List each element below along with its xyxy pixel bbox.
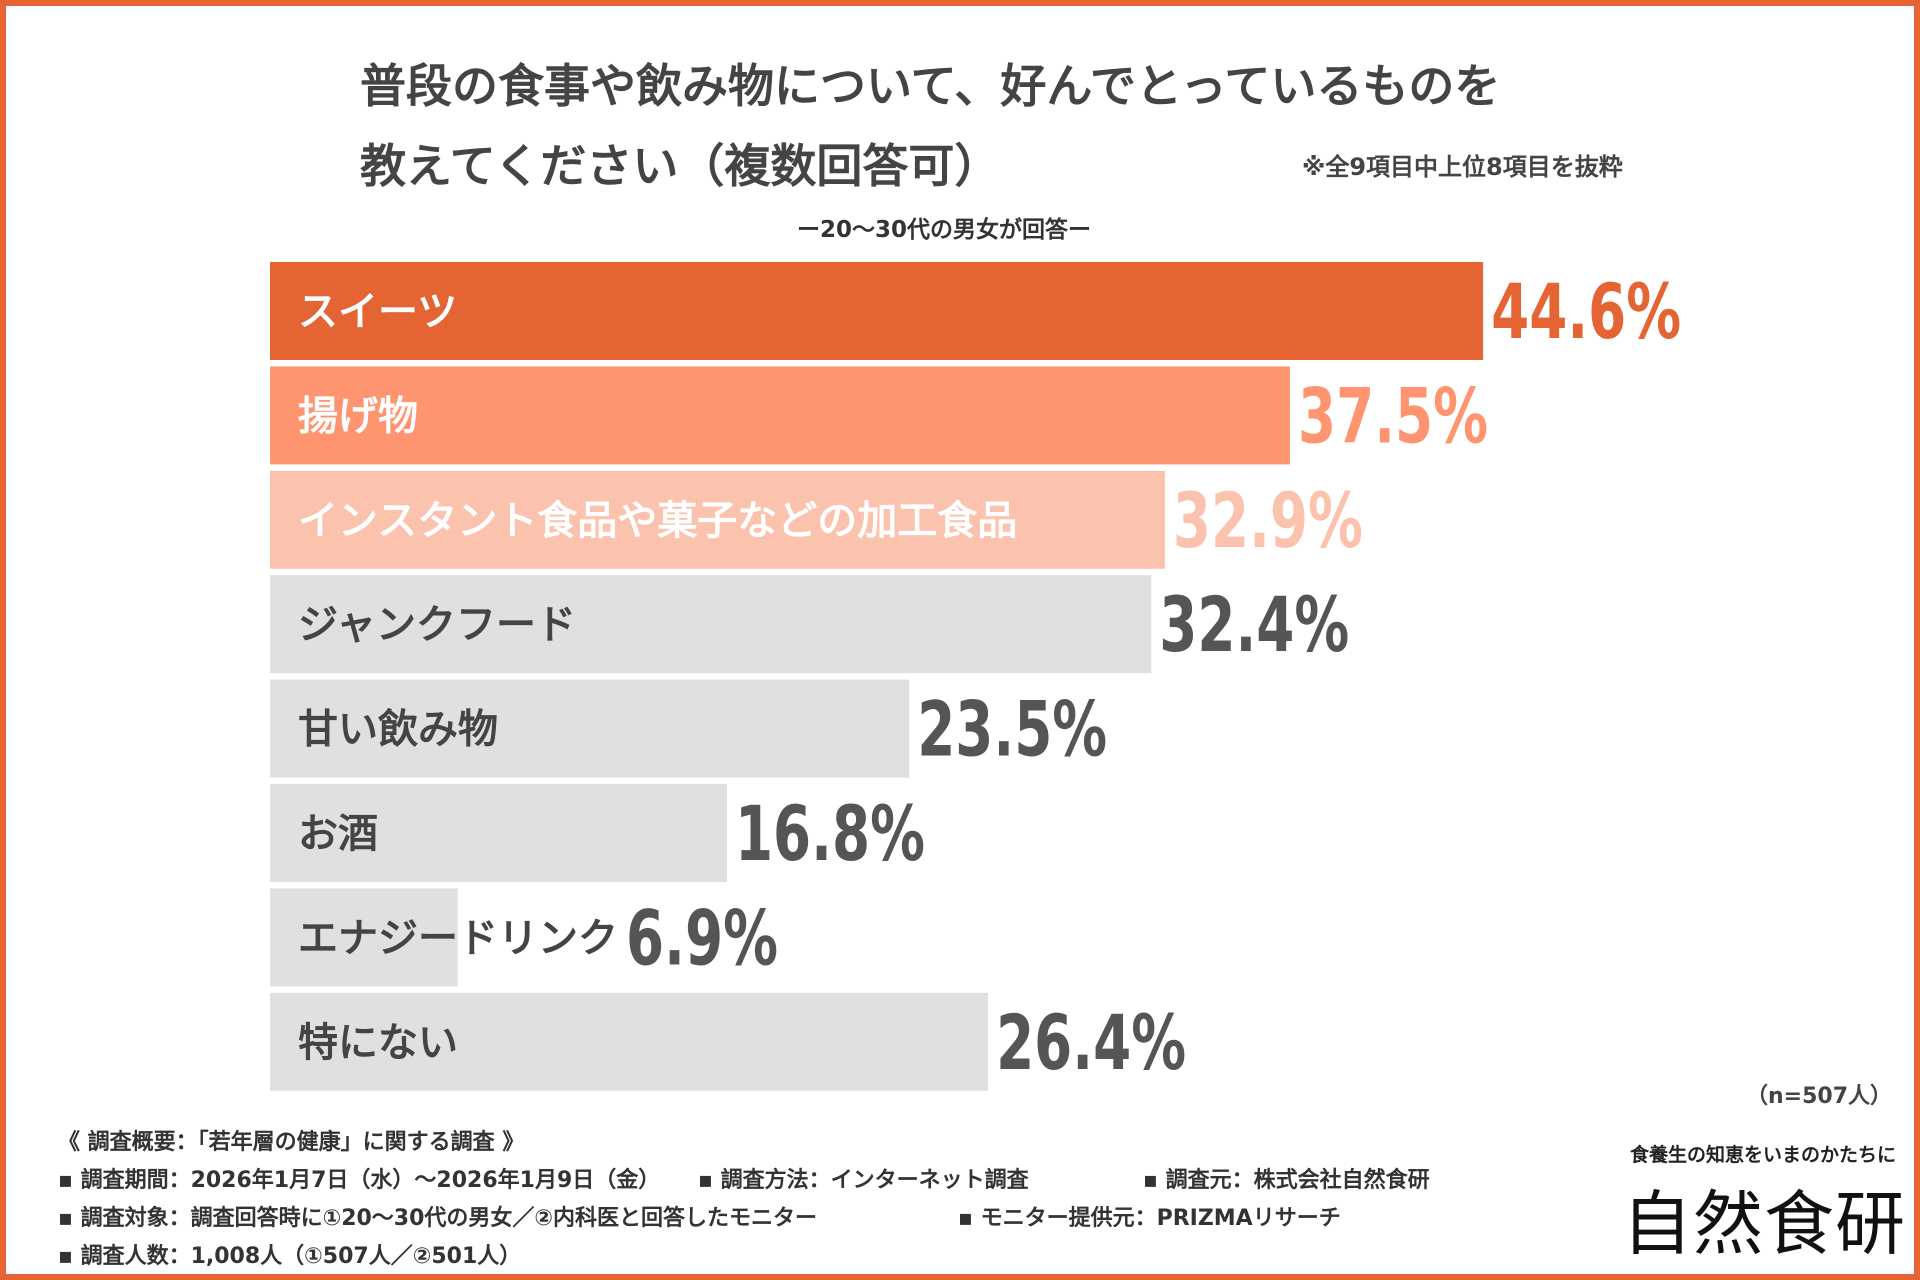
category-label-2: 揚げ物 <box>298 393 418 439</box>
chart-title-line2: 教えてください（複数回答可） <box>360 139 1001 193</box>
survey-method: ▪ 調査方法：インターネット調査 <box>698 1168 1029 1193</box>
bar-3 <box>270 470 1165 569</box>
survey-monitor: ▪ モニター提供元：PRIZMAリサーチ <box>958 1206 1341 1231</box>
sample-size-label: （n=507人） <box>1746 1084 1893 1109</box>
category-label-6: お酒 <box>298 811 378 857</box>
value-label-1: 44.6% <box>1491 267 1681 356</box>
bar-7 <box>270 888 458 987</box>
value-label-4: 32.4% <box>1159 580 1349 669</box>
category-label-3: インスタント食品や菓子などの加工食品 <box>298 498 1017 544</box>
value-label-8: 26.4% <box>996 998 1186 1087</box>
bar-4 <box>270 575 1152 674</box>
brand-logo: 自然食研 <box>1622 1183 1906 1265</box>
survey-period: ▪ 調査期間：2026年1月7日（水）～2026年1月9日（金） <box>58 1168 661 1193</box>
survey-target: ▪ 調査対象：調査回答時に①20～30代の男女／②内科医と回答したモニター <box>58 1206 818 1231</box>
value-label-5: 23.5% <box>917 685 1107 774</box>
survey-count: ▪ 調査人数：1,008人（①507人／②501人） <box>58 1244 522 1269</box>
bar-2 <box>270 366 1290 465</box>
bar-1 <box>270 262 1484 360</box>
bar-6 <box>270 784 727 882</box>
chart-subtitle: ー20～30代の男女が回答ー <box>797 217 1092 243</box>
value-label-3: 32.9% <box>1173 476 1363 565</box>
bar-8 <box>270 992 989 1091</box>
brand-tagline: 食養生の知恵をいまのかたちに <box>1630 1144 1897 1166</box>
value-label-2: 37.5% <box>1298 371 1488 460</box>
bar-5 <box>270 679 910 778</box>
category-label-5: 甘い飲み物 <box>298 707 498 753</box>
value-label-6: 16.8% <box>735 789 925 878</box>
value-label-7: 6.9% <box>626 893 778 982</box>
category-label-1: スイーツ <box>298 289 457 335</box>
survey-header: 《 調査概要：「若年層の健康」に関する調査 》 <box>58 1130 525 1155</box>
category-label-7: エナジードリンク <box>298 915 618 961</box>
survey-summary: 《 調査概要：「若年層の健康」に関する調査 》 ▪ 調査期間：2026年1月7日… <box>58 1124 1430 1276</box>
survey-source: ▪ 調査元：株式会社自然食研 <box>1143 1168 1430 1193</box>
items-note: ※全9項目中上位8項目を抜粋 <box>1302 153 1623 181</box>
chart-title-line1: 普段の食事や飲み物について、好んでとっているものを <box>360 59 1501 113</box>
category-label-8: 特にない <box>298 1020 458 1066</box>
category-label-4: ジャンクフード <box>298 602 576 648</box>
